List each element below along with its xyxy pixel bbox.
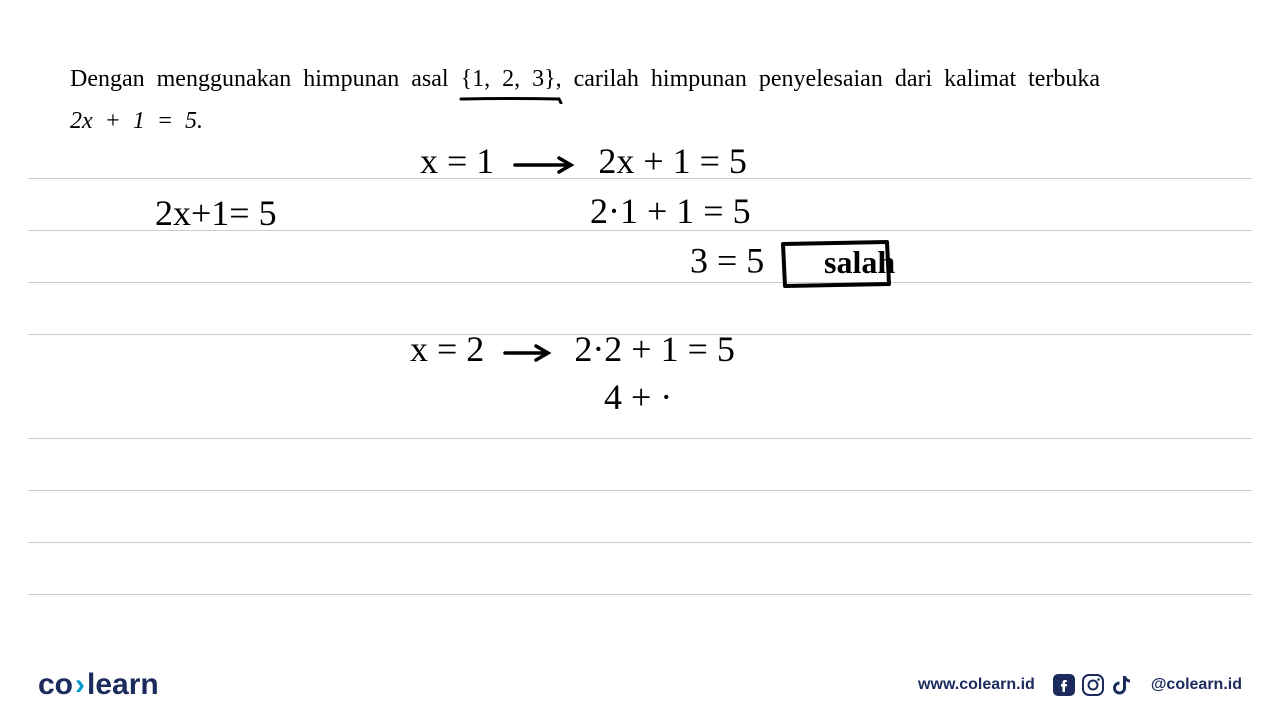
question-set: {1, 2, 3} — [461, 60, 556, 98]
logo-part2: learn — [87, 668, 159, 701]
hw-trial2-step1: 4 + · — [604, 376, 672, 418]
hw-trial1-step1: 2·1 + 1 = 5 — [590, 190, 751, 232]
website-url: www.colearn.id — [918, 676, 1035, 694]
question-part2: , carilah himpunan penyelesaian dari kal… — [556, 66, 1100, 92]
logo-dot: › — [75, 668, 85, 701]
ruled-line — [28, 438, 1252, 439]
logo-part1: co — [38, 668, 73, 701]
question-text: Dengan menggunakan himpunan asal {1, 2, … — [70, 60, 1210, 141]
instagram-icon — [1082, 674, 1104, 696]
hw-trial1: x = 1 2x + 1 = 5 — [420, 140, 747, 182]
ruled-line — [28, 542, 1252, 543]
page-content: Dengan menggunakan himpunan asal {1, 2, … — [0, 0, 1280, 720]
hw-trial1-x: x = 1 — [420, 141, 494, 181]
ruled-line — [28, 282, 1252, 283]
hw-trial2-x: x = 2 — [410, 329, 484, 369]
equation-text: 2x + 1 = 5. — [70, 108, 203, 134]
ruled-line — [28, 594, 1252, 595]
hw-left-equation: 2x+1= 5 — [155, 192, 277, 234]
facebook-icon — [1053, 674, 1075, 696]
logo: co›learn — [38, 668, 159, 702]
hw-trial2-eq: 2·2 + 1 = 5 — [574, 329, 735, 369]
ruled-line — [28, 490, 1252, 491]
hw-trial1-step2-text: 3 = 5 — [690, 240, 764, 280]
set-text: {1, 2, 3} — [461, 66, 556, 92]
question-part1: Dengan menggunakan himpunan asal — [70, 66, 461, 92]
social-icons — [1053, 674, 1133, 696]
question-equation: 2x + 1 = 5. — [70, 102, 1210, 140]
hw-trial1-result: salah — [824, 244, 895, 281]
social-handle: @colearn.id — [1151, 676, 1242, 694]
arrow-icon — [511, 155, 581, 175]
footer: co›learn www.colearn.id @colearn.id — [0, 650, 1280, 720]
tiktok-icon — [1111, 674, 1133, 696]
hw-trial1-eq: 2x + 1 = 5 — [598, 141, 747, 181]
arrow-icon — [501, 343, 557, 363]
footer-right: www.colearn.id @colearn.id — [918, 674, 1242, 696]
hw-trial2: x = 2 2·2 + 1 = 5 — [410, 328, 735, 370]
underline-mark — [459, 96, 564, 104]
